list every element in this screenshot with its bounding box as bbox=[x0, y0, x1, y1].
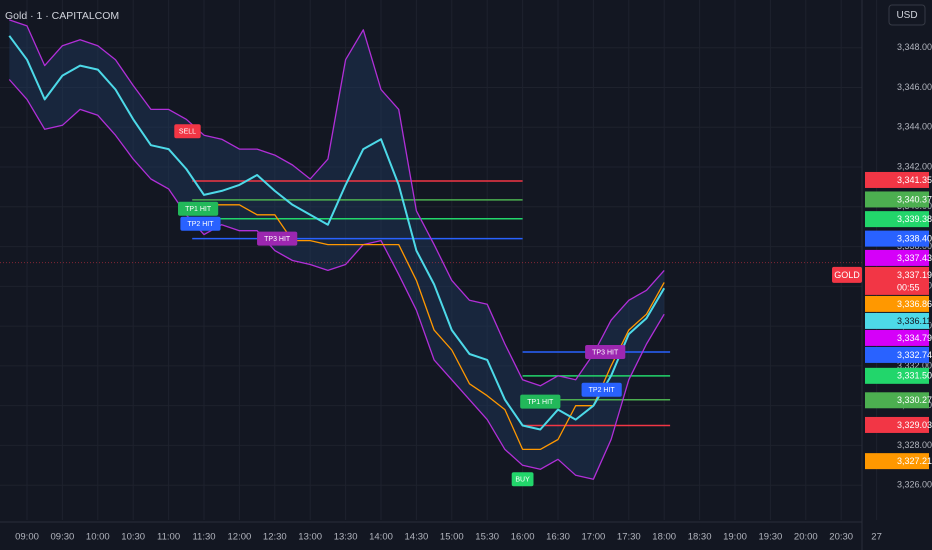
x-tick-label: 11:00 bbox=[157, 532, 180, 543]
x-tick-label: 09:30 bbox=[51, 532, 75, 543]
price-label: 3,331.50 bbox=[897, 371, 932, 381]
price-label-box bbox=[865, 453, 929, 470]
x-tick-label: 14:30 bbox=[405, 532, 429, 543]
signal-label: TP3 HIT bbox=[264, 236, 291, 243]
price-label: 3,340.37 bbox=[897, 194, 932, 204]
x-tick-label: 14:00 bbox=[369, 532, 393, 543]
price-label-box bbox=[865, 346, 929, 363]
series-line bbox=[9, 19, 665, 387]
currency[interactable]: USD bbox=[896, 10, 917, 21]
signal-box bbox=[581, 382, 622, 397]
grid bbox=[0, 0, 878, 520]
price-label: 3,338.40 bbox=[897, 233, 932, 243]
price-label-box bbox=[865, 312, 929, 329]
countdown: 00:55 bbox=[897, 282, 920, 292]
price-label-box bbox=[865, 266, 929, 295]
x-tick-label: 20:30 bbox=[829, 532, 853, 543]
symbol-tag-box bbox=[832, 266, 862, 283]
price-label: 3,337.19 bbox=[897, 270, 932, 280]
signal-box bbox=[180, 216, 221, 231]
signal-label: BUY bbox=[515, 477, 530, 484]
signal-label: TP3 HIT bbox=[592, 349, 619, 356]
price-label: 3,327.21 bbox=[897, 456, 932, 466]
signal-box bbox=[174, 124, 201, 139]
price-label: 3,339.38 bbox=[897, 214, 932, 224]
x-tick-label: 15:00 bbox=[440, 532, 464, 543]
price-label-box bbox=[865, 191, 929, 208]
price-label: 3,330.27 bbox=[897, 395, 932, 405]
signal-box bbox=[257, 231, 298, 246]
x-tick-label: 15:30 bbox=[475, 532, 499, 543]
x-tick-label: 13:30 bbox=[334, 532, 358, 543]
price-label-box bbox=[865, 230, 929, 247]
x-tick-label: 19:00 bbox=[723, 532, 747, 543]
signal-box bbox=[178, 201, 219, 216]
x-tick-label: 17:00 bbox=[582, 532, 606, 543]
price-label-box bbox=[865, 392, 929, 409]
price-label-box bbox=[865, 249, 929, 266]
y-tick-label: 3,332.00 bbox=[897, 360, 932, 370]
x-tick-label: 10:00 bbox=[86, 532, 110, 543]
x-tick-label: 27 bbox=[871, 532, 882, 543]
x-tick-label: 12:30 bbox=[263, 532, 287, 543]
x-tick-label: 16:30 bbox=[546, 532, 570, 543]
price-label-box bbox=[865, 416, 929, 433]
y-tick-label: 3,346.00 bbox=[897, 82, 932, 92]
x-tick-label: 12:00 bbox=[228, 532, 252, 543]
x-tick-label: 11:30 bbox=[192, 532, 215, 543]
price-label: 3,341.35 bbox=[897, 175, 932, 185]
signal-label: TP1 HIT bbox=[527, 399, 554, 406]
signal-label: SELL bbox=[179, 129, 196, 136]
chart-title: Gold · 1 · CAPITALCOM bbox=[5, 10, 119, 22]
band-fill bbox=[9, 19, 665, 480]
x-tick-label: 18:30 bbox=[688, 532, 712, 543]
signal-box bbox=[511, 472, 534, 487]
series-line bbox=[8, 35, 666, 431]
axes: 3,348.003,346.003,344.003,342.003,340.00… bbox=[15, 42, 932, 542]
symbol-tag: GOLD bbox=[834, 270, 860, 280]
plot-area: SELL TP1 HIT TP2 HIT TP3 HIT BUY TP1 HIT TP2 H… bbox=[0, 19, 862, 487]
price-label: 3,334.79 bbox=[897, 333, 932, 343]
x-tick-label: 19:30 bbox=[759, 532, 783, 543]
y-tick-label: 3,326.00 bbox=[897, 480, 932, 490]
x-tick-label: 18:00 bbox=[652, 532, 676, 543]
x-tick-label: 20:00 bbox=[794, 532, 818, 543]
y-tick-label: 3,328.00 bbox=[897, 440, 932, 450]
series-line bbox=[8, 79, 665, 480]
x-tick-label: 09:00 bbox=[15, 532, 39, 543]
signal-label: TP1 HIT bbox=[185, 206, 212, 213]
price-label-box bbox=[865, 367, 929, 384]
price-label: 3,332.74 bbox=[897, 350, 932, 360]
signal-label: TP2 HIT bbox=[589, 387, 616, 394]
x-tick-label: 16:00 bbox=[511, 532, 535, 543]
price-label: 3,337.43 bbox=[897, 253, 932, 263]
price-label: 3,336.11 bbox=[897, 316, 931, 326]
series-line bbox=[204, 204, 665, 451]
price-label-box bbox=[865, 171, 929, 188]
x-tick-label: 10:30 bbox=[121, 532, 145, 543]
price-label-box bbox=[865, 211, 929, 228]
price-label-box bbox=[865, 295, 929, 312]
price-label: 3,329.03 bbox=[897, 420, 932, 430]
x-tick-label: 17:30 bbox=[617, 532, 641, 543]
signal-box bbox=[520, 394, 561, 409]
price-label: 3,336.86 bbox=[897, 299, 932, 309]
y-tick-label: 3,344.00 bbox=[897, 122, 932, 132]
signal-box bbox=[585, 344, 626, 359]
price-label-box bbox=[865, 329, 929, 346]
y-tick-label: 3,342.00 bbox=[897, 161, 932, 171]
y-tick-label: 3,348.00 bbox=[897, 42, 932, 52]
x-tick-label: 13:00 bbox=[298, 532, 322, 543]
currency-button[interactable] bbox=[888, 4, 926, 26]
signal-label: TP2 HIT bbox=[187, 221, 214, 228]
